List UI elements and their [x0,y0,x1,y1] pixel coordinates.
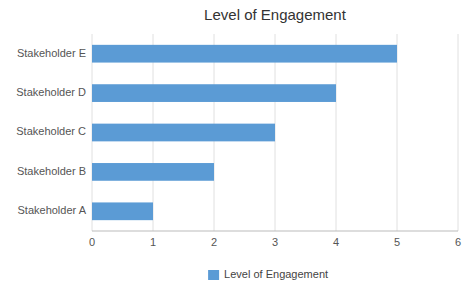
x-tick-label: 0 [89,236,95,248]
x-tick-label: 3 [272,236,278,248]
y-tick-label: Stakeholder B [17,165,86,177]
y-tick-label: Stakeholder C [16,125,86,137]
bar [92,45,397,63]
y-tick-label: Stakeholder D [16,86,86,98]
y-axis: Stakeholder A Stakeholder B Stakeholder C S… [16,47,86,217]
grid-line [336,34,337,231]
x-axis-line [92,231,458,232]
bar [92,202,153,220]
x-tick-label: 2 [211,236,217,248]
x-tick-label: 4 [333,236,339,248]
bar [92,124,275,142]
y-tick-label: Stakeholder E [17,47,86,59]
x-tick-label: 1 [150,236,156,248]
legend-swatch [208,270,219,280]
x-tick-label: 5 [394,236,400,248]
bar [92,84,336,102]
x-axis: 0 1 2 3 4 5 6 [89,34,461,248]
bar [92,163,214,181]
grid-line [397,34,398,231]
bars [92,45,397,220]
y-tick-label: Stakeholder A [18,204,87,216]
title: Level of Engagement [204,6,347,23]
legend: Level of Engagement [208,268,328,280]
legend-label: Level of Engagement [224,268,328,280]
chart-container: Level of Engagement0123456Stakeholder AS… [0,0,474,289]
grid-line [458,34,459,231]
x-tick-label: 6 [455,236,461,248]
chart-svg: Level of Engagement0123456Stakeholder AS… [0,0,474,289]
